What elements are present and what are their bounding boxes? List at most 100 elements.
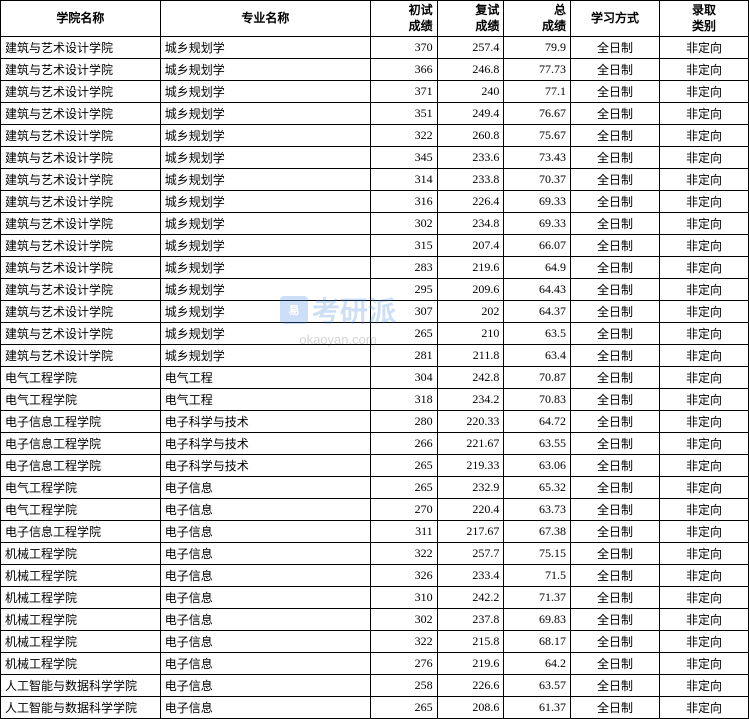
table-cell: 非定向 xyxy=(659,653,748,675)
table-cell: 242.8 xyxy=(437,367,504,389)
table-row: 建筑与艺术设计学院城乡规划学315207.466.07全日制非定向 xyxy=(1,235,749,257)
table-cell: 城乡规划学 xyxy=(160,279,370,301)
table-cell: 非定向 xyxy=(659,323,748,345)
table-cell: 316 xyxy=(370,191,437,213)
table-cell: 全日制 xyxy=(571,81,660,103)
table-cell: 371 xyxy=(370,81,437,103)
table-cell: 208.6 xyxy=(437,697,504,719)
table-cell: 全日制 xyxy=(571,521,660,543)
table-cell: 217.67 xyxy=(437,521,504,543)
table-cell: 城乡规划学 xyxy=(160,103,370,125)
table-cell: 207.4 xyxy=(437,235,504,257)
table-cell: 非定向 xyxy=(659,455,748,477)
table-cell: 370 xyxy=(370,37,437,59)
table-cell: 电子信息 xyxy=(160,521,370,543)
table-cell: 全日制 xyxy=(571,345,660,367)
table-cell: 233.8 xyxy=(437,169,504,191)
table-cell: 69.83 xyxy=(504,609,571,631)
admission-table: 学院名称专业名称初试成绩复试成绩总成绩学习方式录取类别 建筑与艺术设计学院城乡规… xyxy=(0,0,749,719)
table-cell: 电子科学与技术 xyxy=(160,411,370,433)
table-cell: 281 xyxy=(370,345,437,367)
table-cell: 电子信息 xyxy=(160,499,370,521)
table-cell: 70.83 xyxy=(504,389,571,411)
table-cell: 非定向 xyxy=(659,279,748,301)
table-cell: 城乡规划学 xyxy=(160,59,370,81)
table-row: 电子信息工程学院电子信息311217.6767.38全日制非定向 xyxy=(1,521,749,543)
table-cell: 265 xyxy=(370,697,437,719)
table-row: 机械工程学院电子信息310242.271.37全日制非定向 xyxy=(1,587,749,609)
table-cell: 城乡规划学 xyxy=(160,125,370,147)
table-cell: 全日制 xyxy=(571,477,660,499)
table-cell: 非定向 xyxy=(659,235,748,257)
table-cell: 电子科学与技术 xyxy=(160,455,370,477)
table-cell: 电子信息工程学院 xyxy=(1,411,161,433)
table-cell: 电气工程学院 xyxy=(1,499,161,521)
table-cell: 电子信息 xyxy=(160,565,370,587)
table-cell: 266 xyxy=(370,433,437,455)
table-cell: 城乡规划学 xyxy=(160,191,370,213)
table-cell: 219.6 xyxy=(437,257,504,279)
table-cell: 电子信息 xyxy=(160,609,370,631)
table-cell: 城乡规划学 xyxy=(160,37,370,59)
table-cell: 建筑与艺术设计学院 xyxy=(1,81,161,103)
header-cell: 复试成绩 xyxy=(437,1,504,37)
table-cell: 66.07 xyxy=(504,235,571,257)
table-cell: 建筑与艺术设计学院 xyxy=(1,235,161,257)
table-cell: 220.4 xyxy=(437,499,504,521)
table-cell: 电子信息 xyxy=(160,543,370,565)
table-cell: 219.6 xyxy=(437,653,504,675)
table-cell: 283 xyxy=(370,257,437,279)
table-cell: 电子信息 xyxy=(160,653,370,675)
table-cell: 237.8 xyxy=(437,609,504,631)
table-cell: 77.1 xyxy=(504,81,571,103)
table-cell: 非定向 xyxy=(659,631,748,653)
table-cell: 全日制 xyxy=(571,499,660,521)
table-cell: 209.6 xyxy=(437,279,504,301)
table-cell: 351 xyxy=(370,103,437,125)
table-cell: 全日制 xyxy=(571,609,660,631)
table-row: 机械工程学院电子信息302237.869.83全日制非定向 xyxy=(1,609,749,631)
table-cell: 城乡规划学 xyxy=(160,257,370,279)
table-cell: 322 xyxy=(370,631,437,653)
table-cell: 非定向 xyxy=(659,103,748,125)
table-row: 建筑与艺术设计学院城乡规划学316226.469.33全日制非定向 xyxy=(1,191,749,213)
table-cell: 非定向 xyxy=(659,345,748,367)
table-cell: 电气工程学院 xyxy=(1,367,161,389)
table-cell: 64.9 xyxy=(504,257,571,279)
table-cell: 63.5 xyxy=(504,323,571,345)
table-cell: 219.33 xyxy=(437,455,504,477)
table-cell: 65.32 xyxy=(504,477,571,499)
table-cell: 非定向 xyxy=(659,301,748,323)
table-cell: 全日制 xyxy=(571,279,660,301)
table-cell: 非定向 xyxy=(659,389,748,411)
table-cell: 322 xyxy=(370,543,437,565)
table-cell: 非定向 xyxy=(659,587,748,609)
table-row: 人工智能与数据科学学院电子信息265208.661.37全日制非定向 xyxy=(1,697,749,719)
table-cell: 202 xyxy=(437,301,504,323)
table-cell: 226.6 xyxy=(437,675,504,697)
table-cell: 233.4 xyxy=(437,565,504,587)
table-cell: 建筑与艺术设计学院 xyxy=(1,169,161,191)
table-cell: 64.43 xyxy=(504,279,571,301)
table-cell: 人工智能与数据科学学院 xyxy=(1,697,161,719)
table-cell: 63.06 xyxy=(504,455,571,477)
table-row: 建筑与艺术设计学院城乡规划学366246.877.73全日制非定向 xyxy=(1,59,749,81)
table-cell: 71.37 xyxy=(504,587,571,609)
table-cell: 全日制 xyxy=(571,213,660,235)
table-cell: 75.67 xyxy=(504,125,571,147)
table-row: 建筑与艺术设计学院城乡规划学26521063.5全日制非定向 xyxy=(1,323,749,345)
table-cell: 全日制 xyxy=(571,367,660,389)
table-cell: 311 xyxy=(370,521,437,543)
table-cell: 全日制 xyxy=(571,389,660,411)
table-cell: 77.73 xyxy=(504,59,571,81)
table-cell: 234.2 xyxy=(437,389,504,411)
table-cell: 机械工程学院 xyxy=(1,609,161,631)
table-cell: 67.38 xyxy=(504,521,571,543)
table-cell: 电子信息 xyxy=(160,587,370,609)
table-cell: 非定向 xyxy=(659,59,748,81)
table-cell: 城乡规划学 xyxy=(160,235,370,257)
table-cell: 366 xyxy=(370,59,437,81)
table-cell: 非定向 xyxy=(659,499,748,521)
table-cell: 69.33 xyxy=(504,191,571,213)
header-cell: 学习方式 xyxy=(571,1,660,37)
